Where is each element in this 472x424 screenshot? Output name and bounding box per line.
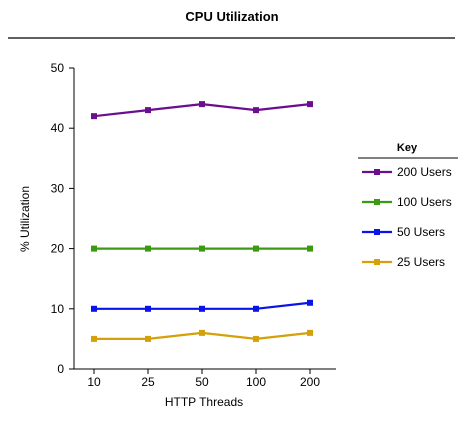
data-point: [91, 245, 97, 252]
y-axis-label: % Utilization: [18, 186, 32, 252]
y-tick-label: 20: [51, 242, 65, 256]
legend-item: 200 Users: [362, 165, 452, 179]
y-tick-label: 50: [51, 61, 65, 75]
data-point: [91, 113, 97, 120]
data-point: [199, 245, 205, 252]
series-200-users: [91, 101, 313, 120]
data-point: [91, 305, 97, 312]
legend-label: 50 Users: [397, 225, 445, 239]
data-point: [253, 107, 259, 114]
data-point: [307, 245, 313, 252]
data-point: [307, 329, 313, 336]
x-tick-label: 25: [141, 375, 155, 389]
x-tick-label: 200: [300, 375, 320, 389]
series-layer: [91, 101, 313, 342]
legend-item: 50 Users: [362, 225, 445, 239]
y-tick-label: 10: [51, 302, 65, 316]
legend-swatch-marker: [374, 169, 380, 175]
y-tick-label: 40: [51, 121, 65, 135]
x-tick-label: 100: [246, 375, 266, 389]
legend-swatch-marker: [374, 259, 380, 265]
x-axis-label: HTTP Threads: [165, 395, 243, 409]
x-tick-label: 10: [87, 375, 101, 389]
data-point: [199, 329, 205, 336]
data-point: [253, 335, 259, 342]
y-tick-label: 0: [57, 362, 64, 376]
x-tick-label: 50: [195, 375, 209, 389]
data-point: [307, 299, 313, 306]
axes: [73, 68, 336, 370]
legend-swatch-marker: [374, 199, 380, 205]
legend: Key 200 Users 100 Users 50 Users 25 Users: [358, 142, 458, 269]
legend-item: 100 Users: [362, 195, 452, 209]
y-tick-label: 30: [51, 181, 65, 195]
data-point: [307, 101, 313, 108]
legend-item: 25 Users: [362, 255, 445, 269]
data-point: [253, 305, 259, 312]
series-100-users: [91, 245, 313, 252]
data-point: [145, 335, 151, 342]
legend-label: 200 Users: [397, 165, 452, 179]
data-point: [91, 335, 97, 342]
y-ticks: 0 10 20 30 40 50: [51, 61, 74, 376]
data-point: [145, 245, 151, 252]
legend-items: 200 Users 100 Users 50 Users 25 Users: [362, 165, 452, 269]
series-25-users: [91, 329, 313, 342]
data-point: [199, 305, 205, 312]
data-point: [199, 101, 205, 108]
legend-title: Key: [397, 142, 418, 154]
legend-label: 100 Users: [397, 195, 452, 209]
data-point: [145, 107, 151, 114]
legend-swatch-marker: [374, 229, 380, 235]
data-point: [253, 245, 259, 252]
chart-title: CPU Utilization: [185, 9, 278, 24]
legend-label: 25 Users: [397, 255, 445, 269]
data-point: [145, 305, 151, 312]
series-50-users: [91, 299, 313, 312]
x-ticks: 10 25 50 100 200: [87, 369, 320, 389]
